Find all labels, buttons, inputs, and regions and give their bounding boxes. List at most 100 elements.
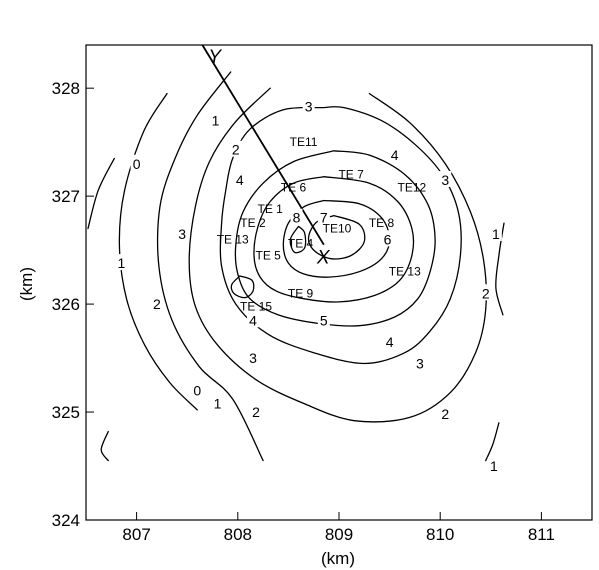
station-label: TE 13	[217, 232, 249, 246]
contour-label-background	[413, 354, 426, 371]
x-tick-label: 807	[122, 525, 150, 544]
x-tick-label: 810	[426, 525, 454, 544]
station-label: TE 13	[389, 265, 421, 279]
contour-label: 1	[490, 458, 498, 474]
contour-label-background	[381, 230, 394, 247]
contour-label-group: 1	[209, 111, 222, 129]
contour-label: 8	[293, 210, 301, 226]
contour-label-background	[250, 403, 263, 420]
station-label: TE 4	[288, 237, 314, 251]
contour-label-background	[233, 170, 246, 187]
contour-label: 2	[441, 406, 449, 422]
contour-label-group: 4	[233, 170, 246, 188]
profile-line	[201, 44, 325, 246]
contour-label-background	[246, 311, 259, 328]
contour-label-background	[130, 154, 143, 171]
contour-label: 4	[391, 147, 399, 163]
station-label: TE 7	[338, 168, 364, 182]
contour-label-group: 4	[388, 146, 401, 163]
x-tick-label: 811	[528, 525, 555, 544]
station-label: TE 5	[255, 249, 281, 263]
contour-label-background	[191, 381, 204, 398]
contour-label-group: 2	[229, 140, 242, 158]
contour-label-background	[439, 405, 452, 422]
contour-label: 3	[305, 99, 313, 115]
contour-label-background	[479, 284, 492, 301]
station-label: TE 6	[281, 181, 307, 195]
profile-line-group: YX	[201, 44, 331, 269]
contour-label-background	[229, 140, 242, 157]
contour-line	[230, 275, 255, 299]
contour-label-background	[246, 349, 259, 366]
contour-label-group: 1	[489, 224, 502, 242]
plot-frame	[85, 44, 593, 521]
y-tick-label: 326	[52, 295, 80, 314]
station-label: TE 8	[369, 216, 395, 230]
contour-label-background	[487, 457, 500, 474]
contour-label: 1	[212, 113, 220, 129]
y-tick-label: 328	[52, 79, 80, 98]
contour-label: 4	[236, 172, 244, 188]
contour-label-background	[317, 208, 330, 225]
contour-line-8	[289, 225, 307, 254]
station-label: TE 15	[240, 299, 272, 313]
y-tick-label: 327	[52, 187, 80, 206]
contour-label-background	[115, 254, 128, 271]
y-axis-title: (km)	[17, 267, 36, 301]
contour-label-group: 7	[317, 208, 330, 226]
contour-label: 1	[492, 226, 500, 242]
contour-label: 1	[214, 395, 222, 411]
contour-label-group: 3	[413, 354, 426, 371]
contour-label-background	[388, 146, 401, 163]
y-tick-label: 325	[52, 403, 80, 422]
contour-line-1	[156, 71, 264, 462]
contour-lines	[87, 71, 505, 462]
x-tick-label: 809	[325, 525, 353, 544]
x-tick-label: 808	[224, 525, 252, 544]
contour-label-background	[150, 295, 163, 312]
contour-label: 4	[386, 334, 394, 350]
contour-label-group: 5	[317, 311, 330, 328]
contour-line-3	[219, 106, 462, 365]
contour-label-group: 1	[115, 254, 128, 271]
contour-label-group: 2	[479, 284, 492, 301]
station-label: TE10	[323, 222, 352, 236]
contour-label-background	[317, 311, 330, 328]
contour-label-group: 3	[176, 224, 189, 242]
contour-line-6	[282, 199, 391, 278]
contour-label-group: 3	[246, 349, 259, 366]
contour-label: 3	[178, 226, 186, 242]
contour-label-group: 6	[381, 230, 394, 247]
contour-label-background	[439, 170, 452, 187]
contour-label: 3	[416, 355, 424, 371]
contour-label: 2	[153, 296, 161, 312]
y-tick-label: 324	[52, 511, 80, 530]
contour-label-group: 2	[150, 295, 163, 312]
contour-label-group: 8	[290, 208, 303, 226]
contour-label-group: 1	[211, 394, 224, 411]
contour-label-background	[383, 332, 396, 349]
contour-label: 1	[118, 255, 126, 271]
contour-label-background	[290, 208, 303, 225]
contour-label: 0	[193, 382, 201, 398]
contour-line-1	[485, 422, 500, 462]
contour-label: 2	[482, 285, 490, 301]
contour-label: 7	[320, 210, 328, 226]
profile-start-label: Y	[208, 47, 222, 68]
contour-line-0	[118, 92, 198, 411]
contour-label-background	[209, 111, 222, 128]
contour-label-background	[489, 224, 502, 241]
profile-end-label: X	[316, 248, 331, 269]
contour-line-4	[234, 150, 436, 327]
contour-label-group: 1	[487, 457, 500, 474]
contour-label: 5	[320, 312, 328, 328]
station-label: TE11	[290, 135, 318, 149]
station-label: TE 1	[258, 202, 284, 216]
contour-label-group: 2	[250, 403, 263, 420]
contour-label-group: 4	[383, 332, 396, 350]
contour-label: 2	[232, 142, 240, 158]
station-label: TE12	[398, 181, 427, 195]
contour-line-1	[100, 430, 109, 462]
